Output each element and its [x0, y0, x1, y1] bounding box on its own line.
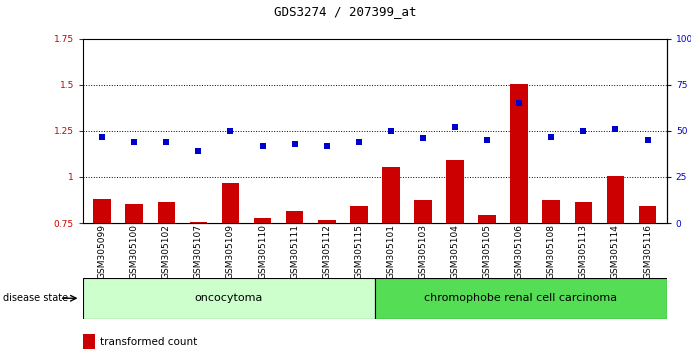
- Bar: [350, 206, 368, 354]
- Point: [257, 143, 268, 149]
- Point: [482, 137, 493, 143]
- Bar: [542, 200, 560, 354]
- Bar: [414, 200, 432, 354]
- Point: [546, 134, 557, 139]
- Bar: [126, 204, 143, 354]
- Bar: [158, 202, 175, 354]
- Point: [161, 139, 172, 145]
- Text: transformed count: transformed count: [100, 337, 198, 347]
- Bar: [638, 206, 656, 354]
- Bar: [375, 278, 667, 319]
- Point: [129, 139, 140, 145]
- Point: [513, 101, 524, 106]
- Point: [450, 125, 461, 130]
- Point: [417, 136, 428, 141]
- Bar: [607, 176, 624, 354]
- Bar: [93, 199, 111, 354]
- Point: [289, 141, 300, 147]
- Bar: [254, 218, 272, 354]
- Point: [642, 137, 653, 143]
- Point: [193, 148, 204, 154]
- Point: [386, 128, 397, 134]
- Point: [578, 128, 589, 134]
- Text: disease state: disease state: [3, 293, 68, 303]
- Bar: [286, 211, 303, 354]
- Text: oncocytoma: oncocytoma: [195, 293, 263, 303]
- Bar: [83, 333, 95, 349]
- Bar: [478, 215, 496, 354]
- Point: [610, 126, 621, 132]
- Bar: [83, 278, 375, 319]
- Point: [97, 134, 108, 139]
- Point: [321, 143, 332, 149]
- Point: [353, 139, 364, 145]
- Bar: [222, 183, 239, 354]
- Bar: [382, 167, 399, 354]
- Bar: [318, 220, 336, 354]
- Bar: [189, 222, 207, 354]
- Text: chromophobe renal cell carcinoma: chromophobe renal cell carcinoma: [424, 293, 617, 303]
- Bar: [511, 84, 528, 354]
- Point: [225, 128, 236, 134]
- Bar: [446, 160, 464, 354]
- Text: GDS3274 / 207399_at: GDS3274 / 207399_at: [274, 5, 417, 18]
- Bar: [575, 202, 592, 354]
